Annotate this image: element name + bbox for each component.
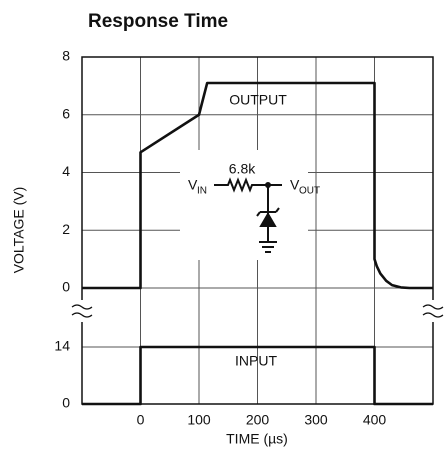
y-tick-label: 6 xyxy=(62,105,70,121)
y-axis-label: VOLTAGE (V) xyxy=(11,187,27,274)
chart-title: Response Time xyxy=(88,11,228,32)
x-tick-label: 300 xyxy=(304,412,328,428)
x-tick-label: 200 xyxy=(246,412,270,428)
vin-label: V xyxy=(188,177,198,193)
y-tick-label: 14 xyxy=(54,338,70,354)
data-line xyxy=(82,81,433,290)
y-tick-label: 0 xyxy=(62,279,70,295)
x-tick-label: 0 xyxy=(137,412,145,428)
junction xyxy=(265,182,271,188)
data-line xyxy=(82,345,433,406)
circuit-background xyxy=(180,150,308,260)
zener xyxy=(256,185,280,253)
annotation: INPUT xyxy=(235,353,277,369)
circuit xyxy=(214,177,282,253)
break-mask xyxy=(421,300,445,322)
break-mask xyxy=(70,300,94,322)
resistor-label: 6.8k xyxy=(229,161,256,177)
zener-diode xyxy=(259,212,277,227)
y-tick-label: 0 xyxy=(62,395,70,411)
plot-frame xyxy=(81,56,434,405)
x-tick-label: 400 xyxy=(363,412,387,428)
vin-subscript: IN xyxy=(197,186,207,197)
vout-subscript: OUT xyxy=(299,186,320,197)
axis-break xyxy=(422,304,444,318)
y-tick-label: 8 xyxy=(62,48,70,64)
axis-break xyxy=(71,304,93,318)
y-tick-label: 4 xyxy=(62,163,70,179)
y-tick-label: 2 xyxy=(62,221,70,237)
resistor xyxy=(214,177,282,193)
vout-label: V xyxy=(290,177,300,193)
x-axis-label: TIME (µs) xyxy=(226,431,288,447)
x-tick-label: 100 xyxy=(187,412,211,428)
annotation: OUTPUT xyxy=(229,92,287,108)
